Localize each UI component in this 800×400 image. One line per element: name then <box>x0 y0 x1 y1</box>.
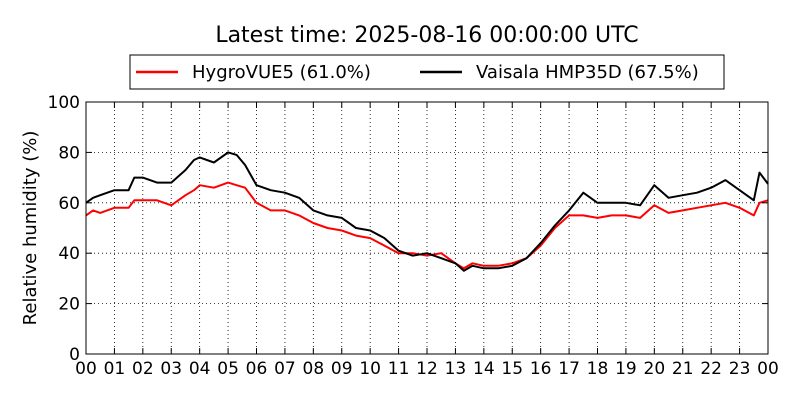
x-tick-label: 19 <box>615 359 637 379</box>
plot-area <box>86 102 768 354</box>
ticks: 0 20 40 60 80 100 00 01 02 03 04 05 06 07 08 09 10 11 12 13… <box>48 93 779 379</box>
x-tick-label: 01 <box>104 359 126 379</box>
legend-label-1: HygroVUE5 (61.0%) <box>192 62 371 83</box>
x-tick-label: 00 <box>757 359 779 379</box>
x-tick-label: 03 <box>160 359 182 379</box>
x-tick-label: 05 <box>217 359 239 379</box>
x-tick-label: 06 <box>246 359 268 379</box>
x-tick-label: 15 <box>501 359 523 379</box>
series-layer <box>85 151 769 272</box>
x-tick-label: 02 <box>132 359 154 379</box>
x-tick-label: 18 <box>587 359 609 379</box>
x-tick-label: 07 <box>274 359 296 379</box>
legend-label-2: Vaisala HMP35D (67.5%) <box>476 62 699 83</box>
x-tick-label: 04 <box>189 359 211 379</box>
x-tick-label: 00 <box>75 359 97 379</box>
x-tick-label: 13 <box>445 359 467 379</box>
x-tick-label: 14 <box>473 359 495 379</box>
x-tick-label: 10 <box>359 359 381 379</box>
x-tick-label: 22 <box>700 359 722 379</box>
series-line-2 <box>85 151 769 272</box>
x-tick-label: 09 <box>331 359 353 379</box>
y-tick-label: 0 <box>69 345 80 365</box>
x-tick-label: 23 <box>729 359 751 379</box>
y-axis-label: Relative humidity (%) <box>20 131 41 326</box>
chart-title: Latest time: 2025-08-16 00:00:00 UTC <box>215 23 638 48</box>
x-tick-label: 21 <box>672 359 694 379</box>
x-tick-label: 20 <box>644 359 666 379</box>
legend: HygroVUE5 (61.0%) Vaisala HMP35D (67.5%) <box>129 54 725 90</box>
x-tick-label: 08 <box>303 359 325 379</box>
y-tick-label: 20 <box>58 295 80 315</box>
x-tick-label: 16 <box>530 359 552 379</box>
x-tick-label: 17 <box>558 359 580 379</box>
y-tick-label: 40 <box>58 244 80 264</box>
y-tick-label: 60 <box>58 194 80 214</box>
x-tick-label: 11 <box>388 359 410 379</box>
x-tick-label: 12 <box>416 359 438 379</box>
y-tick-label: 100 <box>48 93 80 113</box>
series-line-1 <box>85 181 769 270</box>
y-tick-label: 80 <box>58 143 80 163</box>
